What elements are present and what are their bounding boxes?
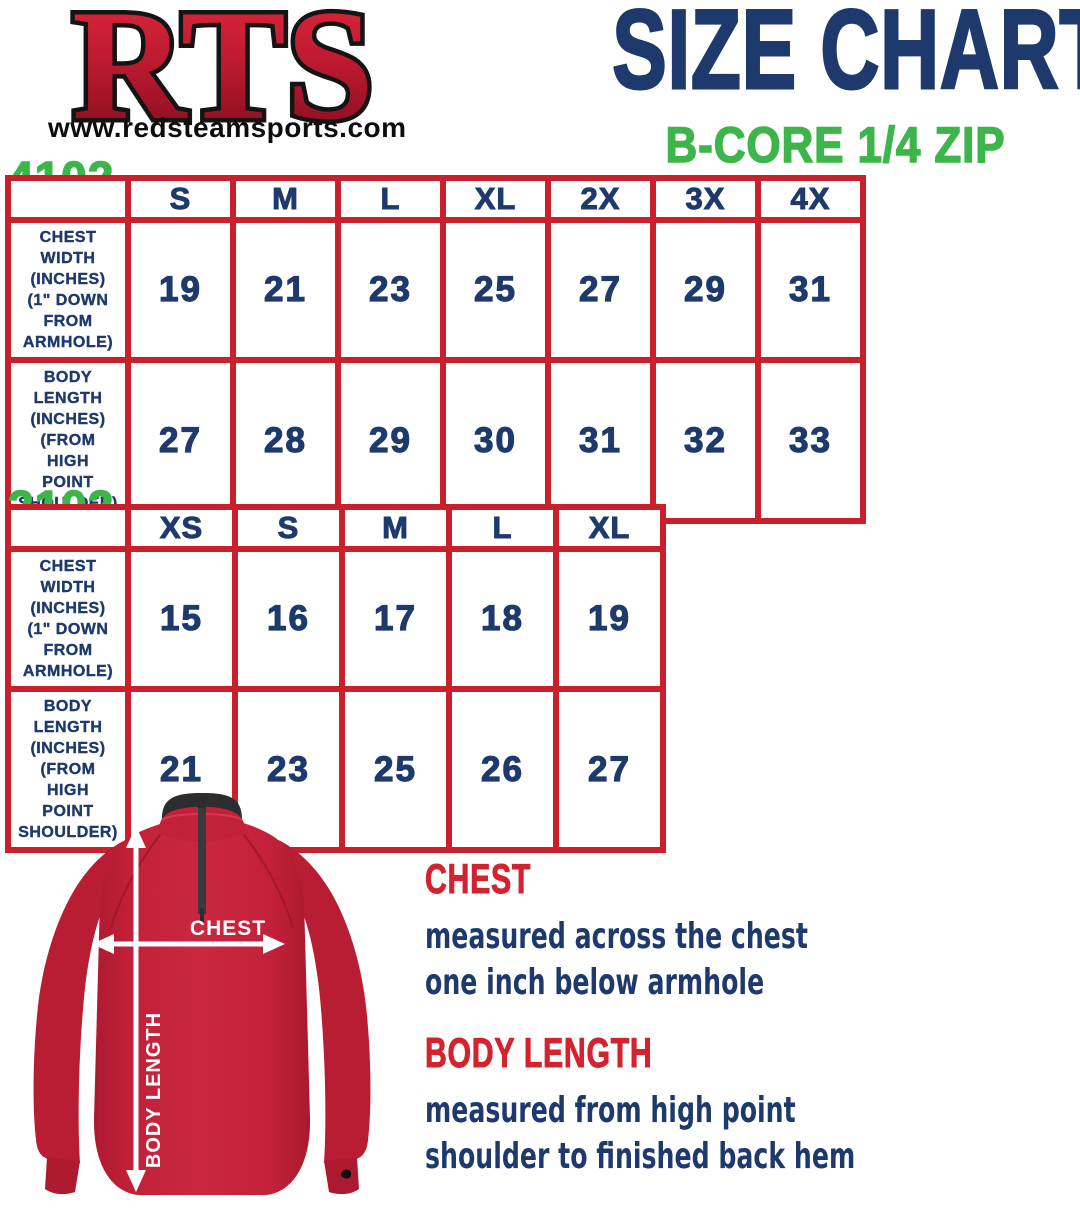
- size-header-cell: L: [335, 175, 446, 223]
- chest-definition: CHEST measured across the chest one inch…: [425, 855, 1065, 1005]
- zipper: [198, 808, 206, 914]
- left-sleeve: [33, 836, 135, 1163]
- value-cell: 26: [446, 686, 559, 853]
- cuff-brand-mark: [340, 1169, 352, 1179]
- value-cell: 23: [335, 217, 446, 363]
- zipper-pull: [200, 908, 204, 924]
- table-corner-spacer: [5, 175, 131, 223]
- value-cell: 27: [125, 357, 236, 524]
- size-header-cell: 3X: [650, 175, 761, 223]
- brand-logo-block: RTS www.redsteamsports.com: [48, 0, 407, 158]
- row-label-cell: CHEST WIDTH (INCHES) (1" DOWN FROM ARMHO…: [5, 217, 131, 363]
- value-cell: 29: [650, 217, 761, 363]
- body-length-arrow-label: BODY LENGTH: [143, 1012, 165, 1168]
- value-cell: 33: [755, 357, 866, 524]
- arrow-heads: [92, 826, 285, 1192]
- page-title: SIZE CHART: [611, 0, 1080, 112]
- shirt-body: [93, 817, 311, 1195]
- size-header-cell: L: [446, 504, 559, 552]
- value-cell: 31: [545, 357, 656, 524]
- row-label-cell: BODY LENGTH (INCHES) (FROM HIGH POINT SH…: [5, 686, 131, 853]
- value-cell: 21: [230, 217, 341, 363]
- size-header-cell: XS: [125, 504, 238, 552]
- size-header-cell: 2X: [545, 175, 656, 223]
- size-table-4102: S M L XL 2X 3X 4X CHEST WIDTH (INCHES) (…: [5, 175, 866, 524]
- value-cell: 16: [232, 546, 345, 692]
- chest-term: CHEST: [425, 855, 532, 902]
- rts-logo-text: RTS: [72, 0, 374, 150]
- right-sleeve: [269, 836, 371, 1163]
- row-label-cell: CHEST WIDTH (INCHES) (1" DOWN FROM ARMHO…: [5, 546, 131, 692]
- chest-arrow-label: CHEST: [190, 917, 266, 940]
- collar-right: [206, 807, 246, 842]
- website-url: www.redsteamsports.com: [48, 112, 407, 143]
- product-subtitle: B-CORE 1/4 ZIP: [665, 117, 1006, 173]
- collar-left: [158, 807, 198, 842]
- chest-description: measured across the chest one inch below…: [425, 916, 808, 1003]
- title-block: SIZE CHART B-CORE 1/4 ZIP: [540, 0, 1080, 173]
- value-cell: 29: [335, 357, 446, 524]
- value-cell: 28: [230, 357, 341, 524]
- size-header-cell: M: [230, 175, 341, 223]
- size-header-cell: XL: [553, 504, 666, 552]
- value-cell: 23: [232, 686, 345, 853]
- value-cell: 27: [553, 686, 666, 853]
- value-cell: 15: [125, 546, 238, 692]
- quarter-zip-shirt-illustration: CHEST BODY LENGTH: [33, 793, 371, 1195]
- rts-logo: RTS: [68, 0, 379, 158]
- size-header-cell: S: [232, 504, 345, 552]
- value-cell: 30: [440, 357, 551, 524]
- value-cell: 32: [650, 357, 761, 524]
- table-corner-spacer: [5, 504, 131, 552]
- body-length-term: BODY LENGTH: [425, 1029, 653, 1076]
- left-cuff: [45, 1157, 80, 1195]
- size-header-cell: XL: [440, 175, 551, 223]
- value-cell: 19: [553, 546, 666, 692]
- body-length-description: measured from high point shoulder to fin…: [425, 1090, 856, 1177]
- value-cell: 25: [339, 686, 452, 853]
- value-cell: 31: [755, 217, 866, 363]
- value-cell: 25: [440, 217, 551, 363]
- body-length-definition: BODY LENGTH measured from high point sho…: [425, 1029, 1065, 1179]
- value-cell: 27: [545, 217, 656, 363]
- value-cell: 19: [125, 217, 236, 363]
- size-header-cell: M: [339, 504, 452, 552]
- size-header-cell: S: [125, 175, 236, 223]
- size-table-2102: XS S M L XL CHEST WIDTH (INCHES) (1" DOW…: [5, 504, 666, 853]
- value-cell: 17: [339, 546, 452, 692]
- size-header-cell: 4X: [755, 175, 866, 223]
- value-cell: 18: [446, 546, 559, 692]
- seam-right: [239, 829, 294, 929]
